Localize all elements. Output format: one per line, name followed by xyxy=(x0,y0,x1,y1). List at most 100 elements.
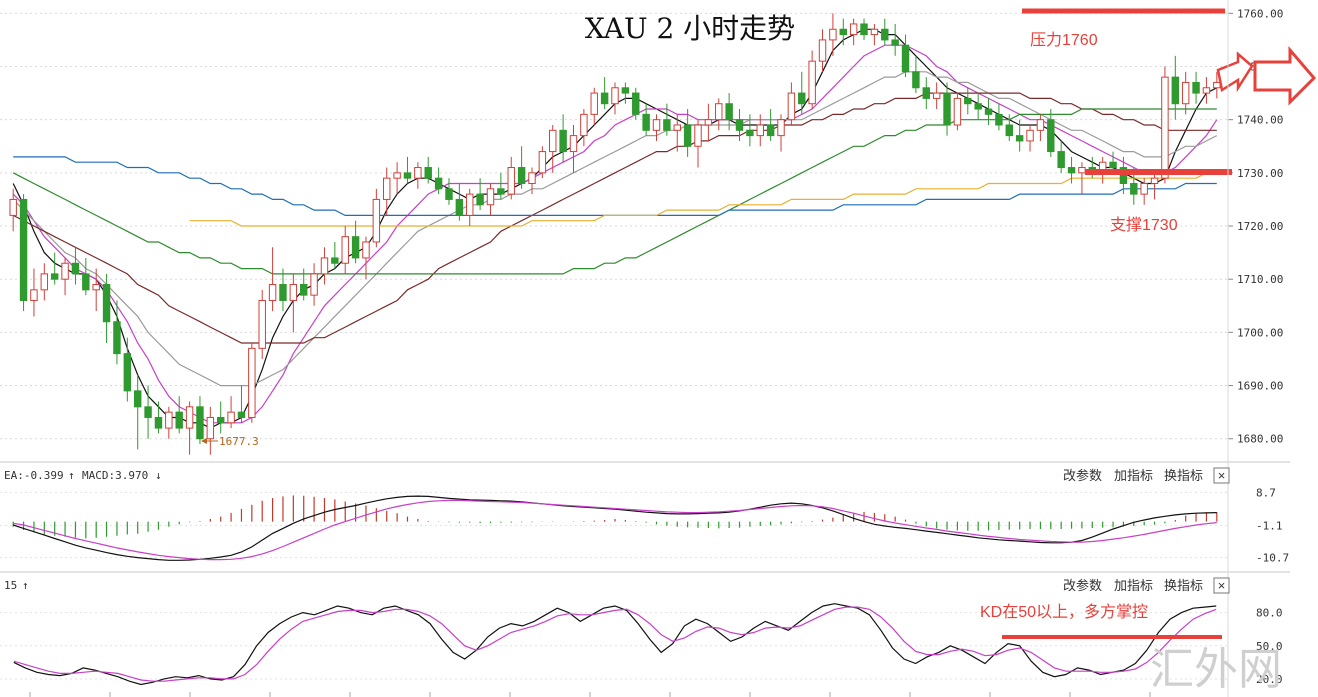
candle-body xyxy=(497,188,505,195)
candlestick xyxy=(621,82,630,104)
candlestick xyxy=(185,401,194,455)
candlestick xyxy=(1057,140,1065,173)
candlestick xyxy=(82,257,90,296)
candle-body xyxy=(704,119,713,126)
candlestick xyxy=(912,55,920,94)
candle-body xyxy=(974,103,982,110)
low-price-label: 1677.3 xyxy=(219,435,259,448)
candle-body xyxy=(476,193,484,206)
candle-body xyxy=(466,193,474,216)
candlestick xyxy=(725,93,733,131)
candle-body xyxy=(154,416,163,429)
candlestick xyxy=(590,87,598,125)
candle-body xyxy=(808,60,816,105)
candle-body xyxy=(849,23,858,36)
candle-body xyxy=(185,406,194,429)
candle-body xyxy=(1015,135,1024,142)
candle-body xyxy=(735,119,744,131)
price-tick-label: 1760.00 xyxy=(1237,7,1283,20)
candlestick xyxy=(206,406,215,455)
candle-body xyxy=(538,151,547,174)
candle-body xyxy=(289,284,298,301)
macd-lines xyxy=(13,495,1217,561)
candlestick xyxy=(663,103,671,136)
candlestick xyxy=(735,109,744,141)
candle-body xyxy=(1057,151,1065,169)
candle-body xyxy=(227,411,235,424)
macd-close-button[interactable] xyxy=(1213,467,1230,484)
candlestick xyxy=(320,247,329,285)
candle-body xyxy=(92,284,100,291)
macd-add-indicator-button[interactable]: 加指标 xyxy=(1114,468,1153,483)
candlestick xyxy=(974,93,982,120)
candle-body xyxy=(1078,167,1086,174)
candle-body xyxy=(82,273,90,291)
candlestick xyxy=(611,82,619,115)
candlestick xyxy=(1067,156,1076,184)
candlestick xyxy=(1150,172,1159,200)
candle-body xyxy=(1181,81,1190,105)
macd-switch-indicator-button[interactable]: 换指标 xyxy=(1164,468,1203,483)
candlestick xyxy=(1140,178,1148,205)
candlestick xyxy=(165,406,173,439)
candle-body xyxy=(455,198,464,216)
candle-body xyxy=(590,92,598,115)
candlestick xyxy=(995,103,1003,131)
candlestick xyxy=(1119,156,1128,195)
candle-body xyxy=(694,124,702,147)
candlestick xyxy=(445,178,453,205)
candlestick xyxy=(766,109,775,141)
candle-body xyxy=(268,284,277,301)
candlestick xyxy=(953,93,962,131)
candle-body xyxy=(715,103,723,121)
candlestick xyxy=(50,252,59,285)
up-arrow-icon xyxy=(1216,45,1317,106)
kd-close-button[interactable] xyxy=(1213,577,1230,594)
candle-body xyxy=(372,198,381,243)
kd-panel-buttons: 改参数 加指标 换指标 × xyxy=(1063,577,1230,594)
kd-add-indicator-button[interactable]: 加指标 xyxy=(1114,578,1153,593)
candle-body xyxy=(943,92,951,126)
kd-params-button[interactable]: 改参数 xyxy=(1063,578,1102,593)
candlestick xyxy=(227,396,235,429)
candlestick xyxy=(175,396,183,434)
candle-body xyxy=(569,135,578,153)
candlestick xyxy=(746,114,754,147)
candle-body xyxy=(611,87,619,105)
kd-annotation: KD在50以上，多方掌控 xyxy=(980,603,1148,621)
candlestick xyxy=(1171,55,1180,120)
candlestick xyxy=(268,247,277,312)
candle-body xyxy=(320,257,329,275)
candle-body xyxy=(549,129,557,153)
kd-tick-label: 50.0 xyxy=(1256,640,1283,653)
candle-body xyxy=(1109,161,1117,169)
candle-body xyxy=(1213,81,1221,89)
candle-body xyxy=(870,28,879,36)
kd-switch-indicator-button[interactable]: 换指标 xyxy=(1164,578,1203,593)
candle-body xyxy=(632,92,640,115)
candle-body xyxy=(310,273,318,296)
candlestick xyxy=(756,114,764,147)
macd-tick-label: -1.1 xyxy=(1256,519,1283,532)
moving-average-line xyxy=(13,156,1217,216)
candle-body xyxy=(777,119,785,137)
kd-tick-label: 20.0 xyxy=(1256,673,1283,686)
candlestick xyxy=(932,82,941,110)
candlestick xyxy=(818,29,827,72)
moving-average-line xyxy=(12,108,1217,275)
candle-body xyxy=(248,347,256,418)
candle-body xyxy=(756,124,764,137)
candlestick xyxy=(351,220,360,264)
macd-params-button[interactable]: 改参数 xyxy=(1063,468,1102,483)
candle-body xyxy=(1067,167,1076,174)
candle-body xyxy=(331,257,339,264)
candlestick xyxy=(673,114,681,152)
candle-body xyxy=(746,129,754,137)
candle-body xyxy=(362,241,370,259)
candle-body xyxy=(1047,119,1055,153)
candlestick xyxy=(922,77,930,110)
candlestick xyxy=(715,98,723,131)
candle-body xyxy=(206,416,215,440)
candle-body xyxy=(642,113,650,131)
macd-close-icon: × xyxy=(1218,468,1226,483)
